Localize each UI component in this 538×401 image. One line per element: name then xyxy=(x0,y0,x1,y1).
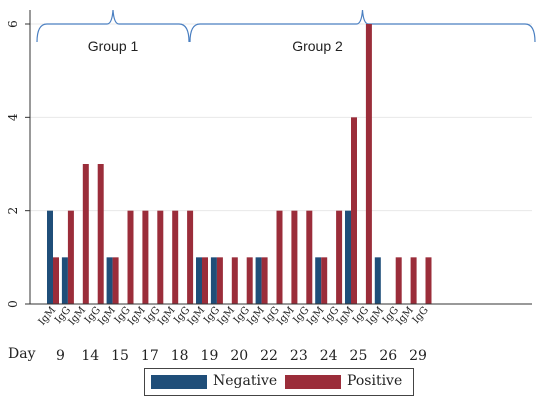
bar-day-14-igm-positive xyxy=(82,164,89,304)
day-label-19: 19 xyxy=(201,348,219,364)
x-axis-title: Day xyxy=(8,346,36,362)
bar-day-23-igg-positive xyxy=(306,210,313,304)
legend-label-positive: Positive xyxy=(347,373,403,389)
y-tick-label-6: 6 xyxy=(6,20,20,28)
bar-day-26-igg-positive xyxy=(395,257,402,304)
bar-day-25-igm-negative xyxy=(345,210,351,304)
bar-day-19-igg-negative xyxy=(210,257,217,304)
group-label-1: Group 1 xyxy=(88,38,139,54)
bar-day-17-igg-positive xyxy=(157,210,164,304)
bar-day-14-igg-positive xyxy=(97,164,104,304)
bar-day-25-igg-positive xyxy=(365,24,372,304)
legend-label-negative: Negative xyxy=(213,373,278,389)
bar-day-20-igg-positive xyxy=(246,257,253,304)
y-tick-label-0: 0 xyxy=(6,300,20,308)
bar-day-23-igm-positive xyxy=(291,210,298,304)
bar-day-19-igg-positive xyxy=(216,257,223,304)
bar-day-29-igg-positive xyxy=(425,257,432,304)
bar-day-17-igm-positive xyxy=(142,210,149,304)
day-label-29: 29 xyxy=(409,348,427,364)
day-label-14: 14 xyxy=(81,348,99,364)
day-label-15: 15 xyxy=(111,348,129,364)
bars xyxy=(47,24,432,304)
bar-day-9-igg-negative xyxy=(61,257,68,304)
bar-day-9-igm-negative xyxy=(47,210,53,304)
group-brackets xyxy=(36,9,536,43)
day-label-26: 26 xyxy=(379,348,397,364)
bar-day-18-igg-positive xyxy=(187,210,194,304)
bar-day-25-igm-positive xyxy=(351,117,357,304)
bar-day-15-igm-positive xyxy=(112,257,119,304)
bar-day-22-igm-negative xyxy=(255,257,262,304)
bar-day-24-igg-positive xyxy=(336,210,343,304)
y-tick-label-4: 4 xyxy=(6,113,20,121)
day-label-17: 17 xyxy=(141,348,159,364)
group-bracket-1 xyxy=(36,9,190,43)
day-label-18: 18 xyxy=(171,348,189,364)
day-label-23: 23 xyxy=(290,348,308,364)
legend-swatch-negative xyxy=(151,375,207,389)
y-tick-label-2: 2 xyxy=(6,207,20,215)
bar-day-19-igm-negative xyxy=(196,257,202,304)
bar-day-19-igm-positive xyxy=(202,257,208,304)
bar-day-24-igm-negative xyxy=(315,257,322,304)
bar-day-22-igm-positive xyxy=(261,257,268,304)
bar-day-20-igm-positive xyxy=(231,257,238,304)
legend-swatch-positive xyxy=(285,375,341,389)
x-tick-label-29-igg: IgG xyxy=(411,305,431,326)
bar-day-15-igm-negative xyxy=(106,257,113,304)
axes xyxy=(25,10,532,305)
bar-day-9-igm-positive xyxy=(53,257,59,304)
legend: Negative Positive xyxy=(144,368,414,396)
day-label-22: 22 xyxy=(260,348,278,364)
bar-day-24-igm-positive xyxy=(321,257,328,304)
bar-day-22-igg-positive xyxy=(276,210,283,304)
group-label-2: Group 2 xyxy=(292,38,343,54)
day-label-9: 9 xyxy=(56,348,65,364)
bar-day-26-igm-negative xyxy=(374,257,381,304)
bar-day-29-igm-positive xyxy=(410,257,417,304)
day-label-20: 20 xyxy=(230,348,248,364)
bar-day-15-igg-positive xyxy=(127,210,134,304)
group-bracket-2 xyxy=(189,9,536,43)
bar-day-18-igm-positive xyxy=(172,210,179,304)
bar-day-9-igg-positive xyxy=(67,210,74,304)
day-label-24: 24 xyxy=(320,348,338,364)
day-label-25: 25 xyxy=(350,348,368,364)
